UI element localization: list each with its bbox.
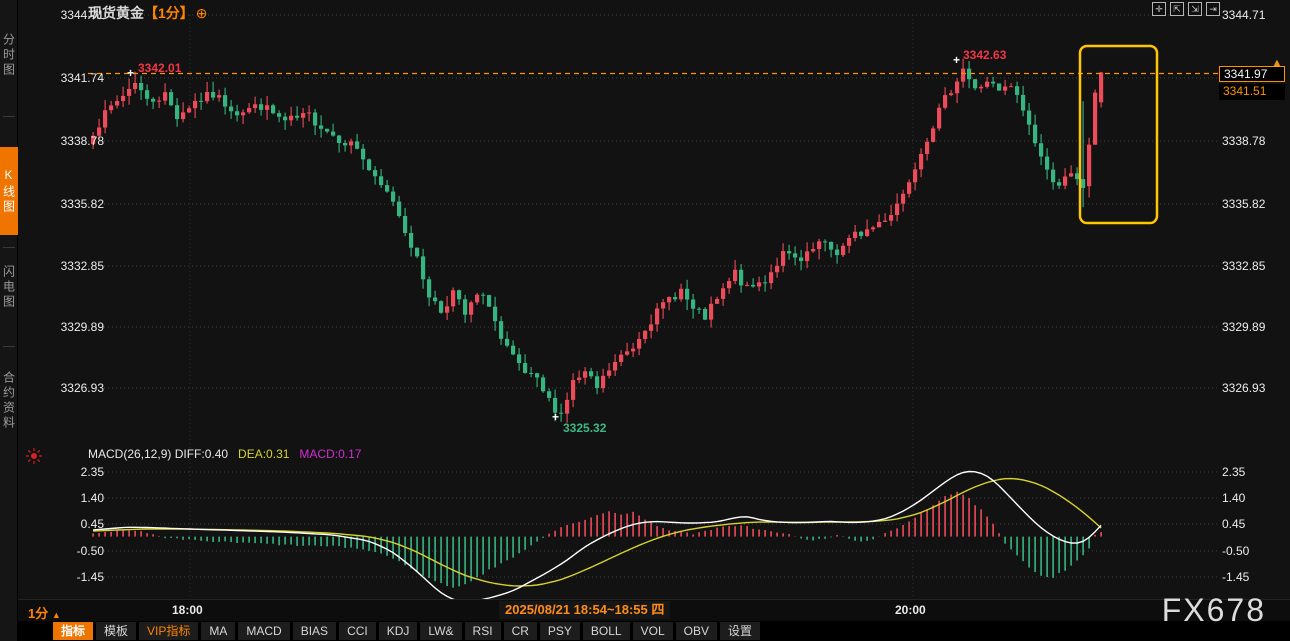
chart-title: 现货黄金【1分】 ⊕	[88, 3, 208, 23]
macd-readout: MACD(26,12,9) DIFF:0.40 DEA:0.31 MACD:0.17	[88, 447, 361, 461]
sidebar-tab-2[interactable]: 闪电图	[1, 264, 16, 310]
toolbar-item-15[interactable]: 设置	[719, 622, 760, 640]
macd-axis-label-left: 2.35	[80, 465, 104, 479]
secondary-price-tag: 3341.51	[1219, 84, 1285, 100]
alert-burst-icon[interactable]	[26, 448, 42, 464]
price-axis-label-right: 3326.93	[1222, 381, 1266, 395]
early-high-cross-icon: +	[127, 66, 135, 80]
sidebar-tab-0[interactable]: 分时图	[1, 32, 16, 78]
macd-axis-label-left: 0.45	[80, 517, 104, 531]
time-axis-row: 1分 ▲ 2025/08/21 18:54~18:55 四 18:00 20:00	[0, 599, 1290, 621]
macd-axis-label-right: -1.45	[1222, 570, 1250, 584]
session-high-annotation: 3342.63	[963, 48, 1007, 62]
macd-value-readout: MACD:0.17	[299, 447, 362, 461]
toolbar-item-2[interactable]: VIP指标	[139, 622, 199, 640]
price-axis-label-left: 3341.74	[60, 71, 104, 85]
fx678-watermark: FX678	[1161, 592, 1266, 628]
candles	[91, 58, 1104, 423]
toolbar-item-4[interactable]: MACD	[238, 622, 290, 640]
price-axis-label-left: 3344.71	[60, 8, 104, 22]
indicator-toolbar: 指标 模板 VIP指标 MA MACD BIAS CCI KDJ LW& RSI CR PSY BOLL…	[0, 621, 1290, 641]
time-axis-label-0: 18:00	[172, 603, 203, 617]
grid-lines	[88, 14, 1218, 596]
session-low-annotation: 3325.32	[563, 421, 607, 435]
chart-scale-toolbar: ✛ ⇱ ⇲ ⇥	[1152, 2, 1220, 16]
toolbar-item-8[interactable]: LW&	[420, 622, 462, 640]
sidebar-tab-1[interactable]: K线图	[0, 147, 18, 235]
price-up-arrow-icon: ▲	[1272, 58, 1282, 69]
scale-y-axis-icon[interactable]: ⇥	[1206, 2, 1220, 16]
toolbar-item-14[interactable]: OBV	[675, 622, 717, 640]
price-axis-label-left: 3326.93	[60, 381, 104, 395]
period-selector[interactable]: 1分 ▲	[28, 603, 61, 622]
symbol-name: 现货黄金	[88, 5, 144, 21]
time-axis-label-1: 20:00	[895, 603, 926, 617]
sidebar-divider	[3, 247, 15, 248]
toolbar-item-7[interactable]: KDJ	[378, 622, 418, 640]
session-low-cross-icon: +	[552, 410, 560, 424]
period-text: 1分	[28, 606, 49, 621]
highlight-box	[1078, 44, 1159, 225]
period-tag: 【1分】	[144, 5, 194, 21]
last-price-tag: 3341.97	[1219, 66, 1285, 82]
toolbar-item-9[interactable]: RSI	[464, 622, 501, 640]
macd-histogram	[92, 491, 1102, 588]
macd-main-readout: MACD(26,12,9) DIFF:0.40	[88, 447, 229, 461]
toolbar-item-1[interactable]: 模板	[96, 622, 137, 640]
toolbar-item-5[interactable]: BIAS	[292, 622, 337, 640]
price-axis-label-right: 3338.78	[1222, 134, 1266, 148]
macd-axis-label-left: -0.50	[76, 544, 104, 558]
pan-icon[interactable]: ✛	[1152, 2, 1166, 16]
toolbar-item-0[interactable]: 指标	[53, 622, 94, 640]
dea-line	[93, 477, 1102, 587]
price-axis-label-right: 3329.89	[1222, 320, 1266, 334]
session-high-cross-icon: +	[953, 53, 961, 67]
macd-axis-label-right: 2.35	[1222, 465, 1246, 479]
selected-candle-time-tooltip: 2025/08/21 18:54~18:55 四	[499, 601, 671, 619]
toolbar-item-6[interactable]: CCI	[339, 622, 376, 640]
sidebar-divider	[3, 116, 15, 117]
toolbar-item-13[interactable]: VOL	[632, 622, 673, 640]
price-axis-label-right: 3335.82	[1222, 197, 1266, 211]
toolbar-item-10[interactable]: CR	[503, 622, 537, 640]
scale-both-axes-icon[interactable]: ⇱	[1170, 2, 1184, 16]
dea-readout: DEA:0.31	[238, 447, 290, 461]
macd-axis-label-left: 1.40	[80, 491, 104, 505]
price-axis-label-right: 3332.85	[1222, 259, 1266, 273]
price-axis-label-right: 3344.71	[1222, 8, 1266, 22]
scale-x-axis-icon[interactable]: ⇲	[1188, 2, 1202, 16]
sidebar-divider	[3, 346, 15, 347]
toolbar-item-11[interactable]: PSY	[539, 622, 580, 640]
macd-axis-label-right: 0.45	[1222, 517, 1246, 531]
toolbar-item-12[interactable]: BOLL	[582, 622, 630, 640]
sidebar-tab-3[interactable]: 合约资料	[1, 371, 16, 431]
early-high-annotation: 3342.01	[138, 61, 182, 75]
chart-type-sidebar: 分时图 K线图闪电图合约资料	[0, 0, 18, 641]
diff-line	[93, 470, 1102, 603]
macd-axis-label-right: -0.50	[1222, 544, 1250, 558]
toolbar-item-3[interactable]: MA	[201, 622, 236, 640]
price-axis-label-left: 3329.89	[60, 320, 104, 334]
price-axis-label-left: 3338.78	[60, 134, 104, 148]
period-dropdown-arrow-icon: ▲	[51, 610, 61, 620]
price-axis-label-left: 3335.82	[60, 197, 104, 211]
price-axis-label-left: 3332.85	[60, 259, 104, 273]
indicator-settings-icon[interactable]: ⊕	[195, 5, 208, 21]
macd-axis-label-right: 1.40	[1222, 491, 1246, 505]
macd-axis-label-left: -1.45	[76, 570, 104, 584]
